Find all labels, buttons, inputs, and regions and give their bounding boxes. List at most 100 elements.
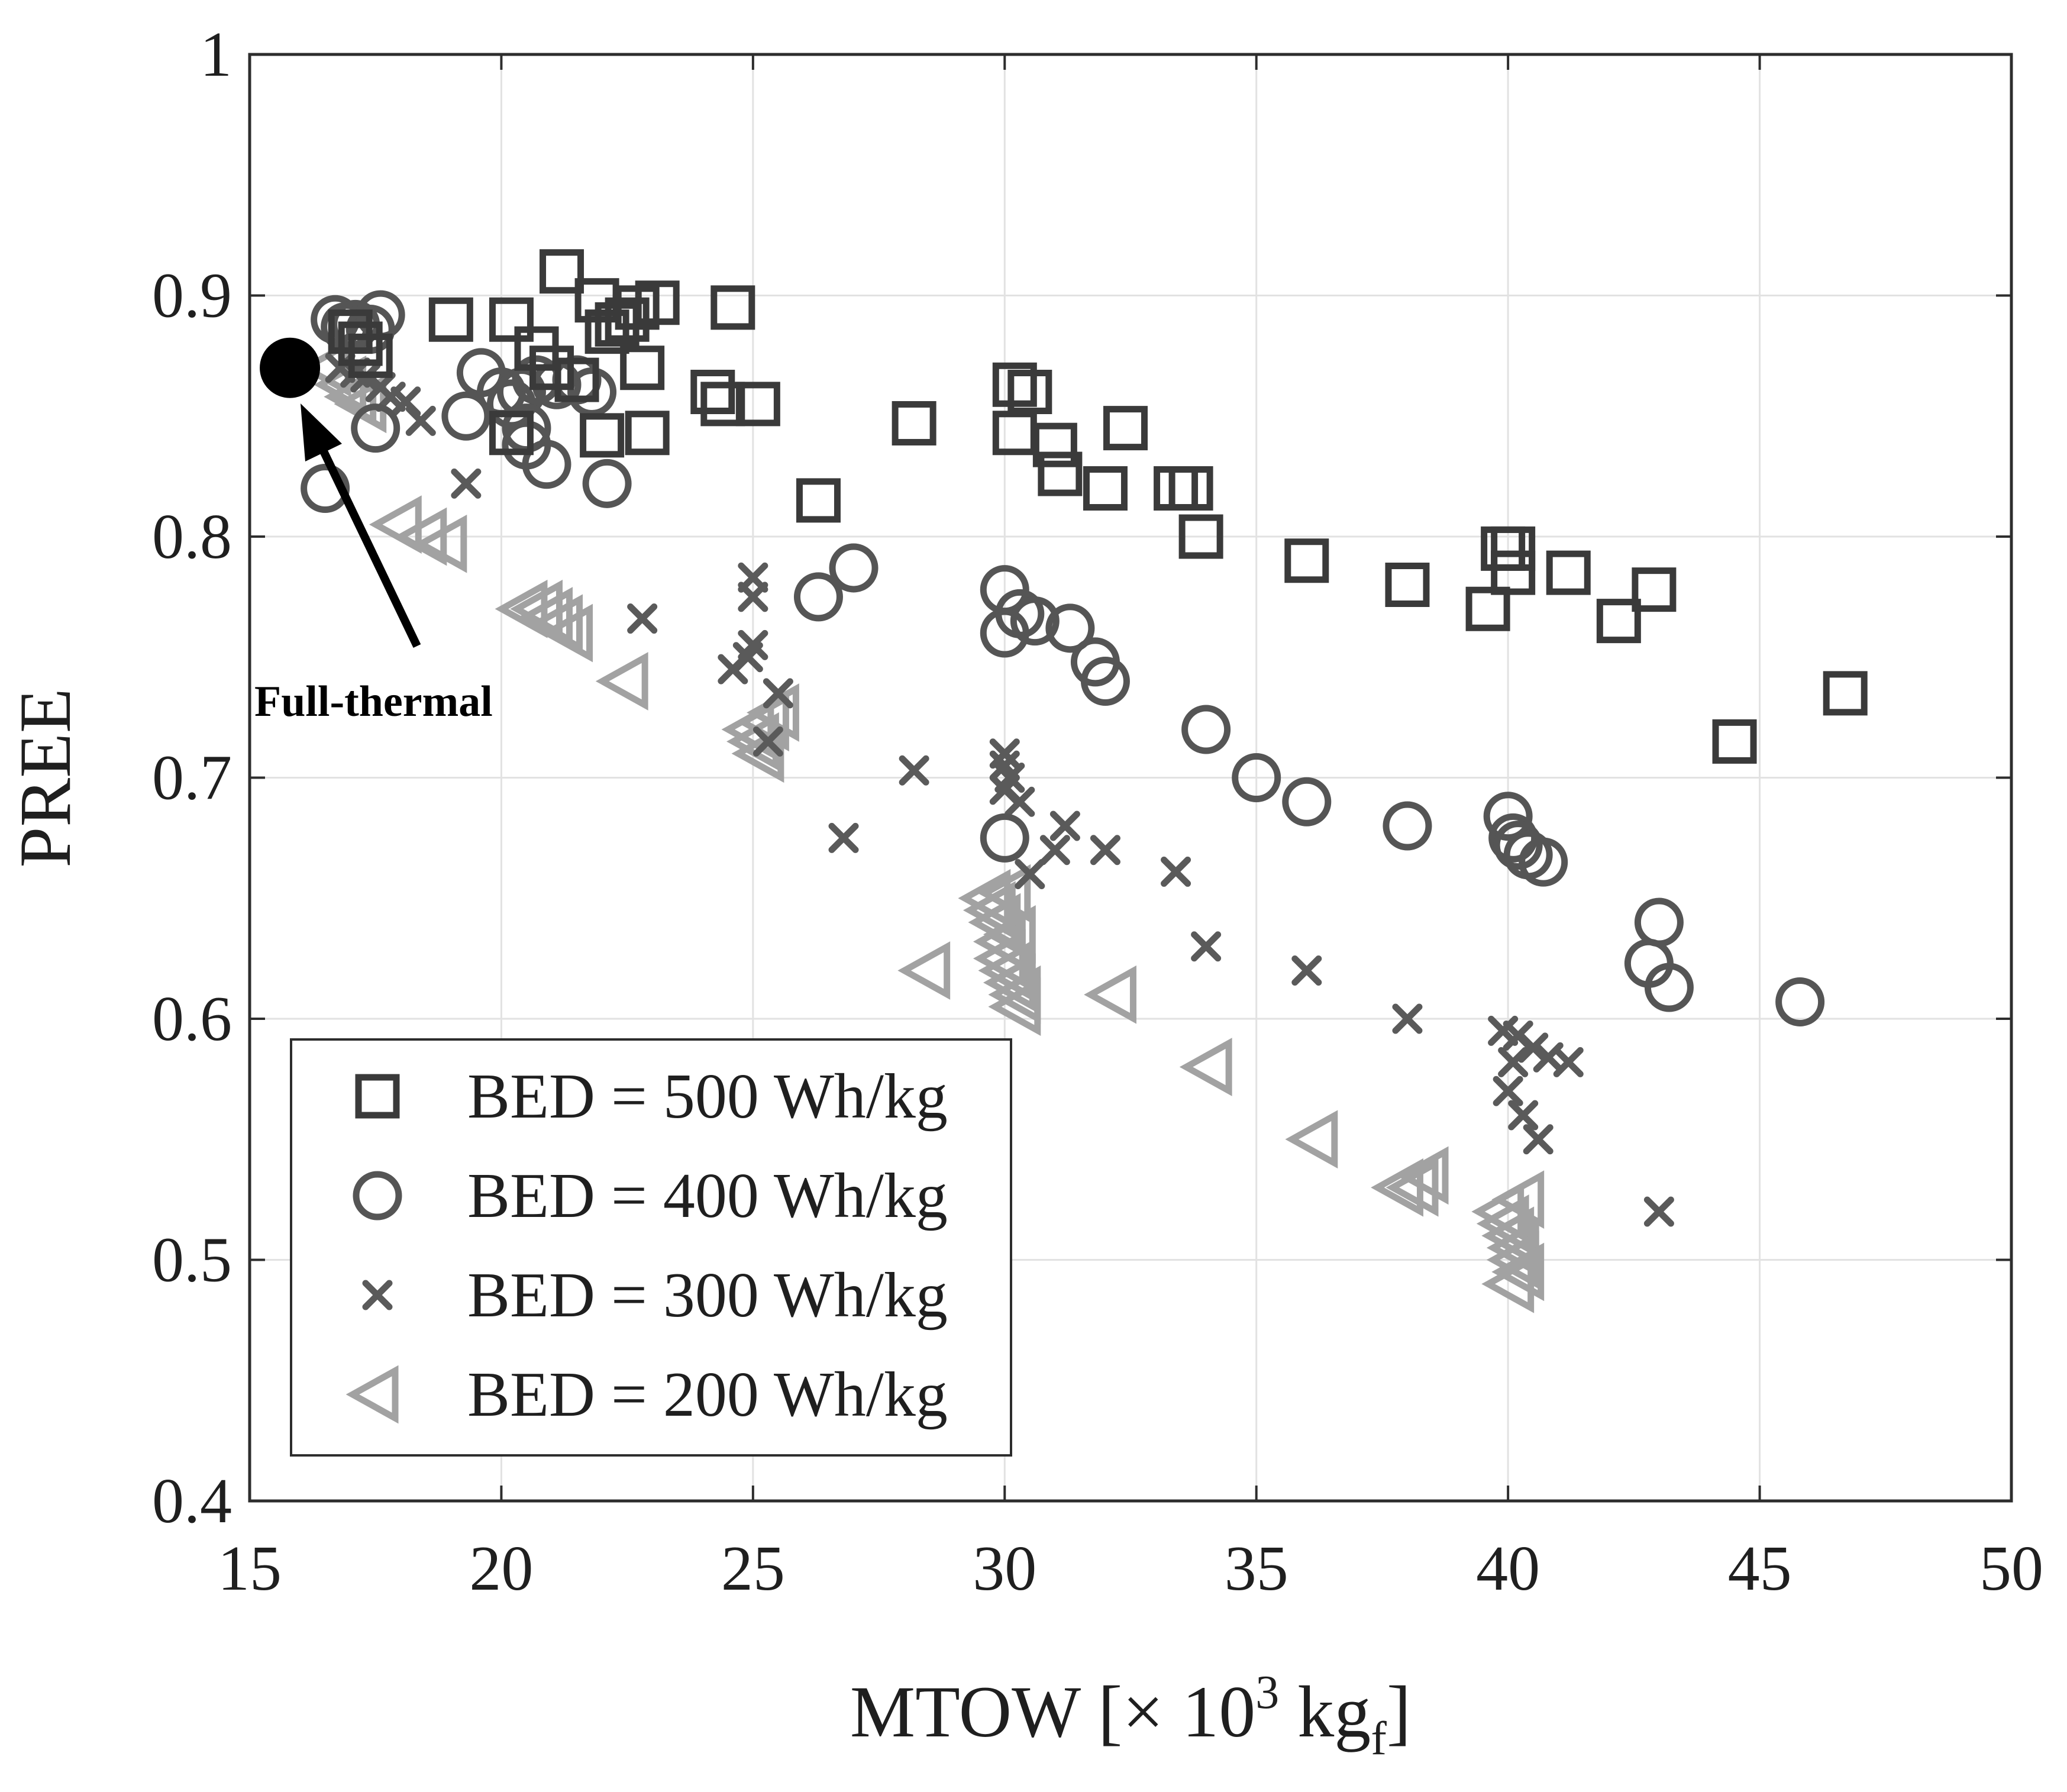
data-point-triangle-left [1491,1242,1545,1302]
data-point-x [1191,931,1222,962]
data-point-square [1178,514,1223,559]
data-point-triangle-left [1084,965,1136,1024]
data-point-triangle-left [595,652,648,711]
data-point-triangle-left [1476,1194,1529,1253]
data-point-square [1596,599,1641,644]
data-point-square [1823,671,1868,716]
series-square [328,249,1868,764]
data-point-triangle-left [530,594,583,653]
data-point-triangle-left [978,941,1031,1000]
data-point-square [1491,550,1536,595]
y-tick-label: 1 [200,20,232,90]
data-point-square [540,249,584,294]
data-point-square [1465,586,1510,631]
data-point-square [1038,451,1083,496]
data-point-square [690,370,735,414]
data-point-square [892,401,936,445]
data-point-circle [1383,801,1432,851]
data-point-x [1015,859,1045,889]
legend-label: BED = 200 Wh/kg [467,1360,948,1430]
data-point-x [1498,1047,1529,1077]
data-point-triangle-left [988,977,1041,1036]
legend-label: BED = 400 Wh/kg [467,1161,948,1231]
data-point-circle [1232,753,1281,802]
data-point-square [1083,466,1128,511]
data-point-circle [1775,977,1825,1026]
data-point-square [489,411,534,456]
data-point-x [451,468,482,499]
data-point-circle [1181,705,1231,754]
data-point-triangle-left [897,941,951,1000]
data-point-triangle-left [978,864,1031,923]
legend-label: BED = 300 Wh/kg [467,1260,948,1331]
data-point-square [1103,406,1148,451]
y-tick-label: 0.9 [152,261,232,331]
data-point-x [763,678,793,709]
data-point-x [1005,786,1035,817]
data-point-square [1632,567,1677,612]
data-point-circle [793,572,843,622]
data-point-square [625,411,670,456]
data-point-circle [1282,777,1332,826]
legend-marker-square [355,1074,400,1119]
data-point-x [1643,1196,1674,1227]
data-point-x [738,562,768,593]
annotation-arrowhead [301,403,342,461]
data-point-filled-circle [260,337,321,398]
series-x [325,353,1674,1227]
data-point-circle [502,420,551,470]
data-point-square [1712,719,1757,764]
x-tick-label: 25 [721,1533,785,1604]
data-point-x [1049,811,1080,841]
data-point-triangle-left [983,905,1036,964]
data-point-x [1553,1047,1584,1077]
data-point-circle [582,459,632,508]
y-tick-label: 0.8 [152,502,232,572]
x-axis-label: MTOW [× 103 kgf] [850,1667,1411,1765]
data-point-square [1491,526,1536,571]
x-tick-label: 45 [1728,1533,1792,1604]
data-point-square [580,413,625,458]
data-point-triangle-left [1491,1170,1545,1229]
data-point-x [1523,1124,1554,1155]
data-point-triangle-left [394,507,447,566]
data-point-circle [1010,596,1060,646]
x-tick-label: 35 [1225,1533,1288,1604]
data-point-x [752,726,783,757]
full-thermal-annotation: Full-thermal [254,403,493,726]
x-tick-label: 30 [973,1533,1036,1604]
data-point-square [489,297,534,342]
y-axis-label: PREE [5,688,86,867]
data-point-square [428,297,473,342]
legend-marker-circle [353,1171,402,1221]
data-point-circle [980,813,1029,863]
data-point-triangle-left [973,929,1026,988]
data-point-triangle-left [1179,1038,1232,1096]
legend-marker-x [362,1280,393,1310]
data-point-x [627,603,658,634]
x-tick-label: 50 [1979,1533,2043,1604]
data-point-circle [1483,792,1533,841]
data-point-x [899,755,929,786]
data-point-circle [1488,813,1538,863]
data-point-circle [1519,837,1568,887]
legend-box [290,1038,1012,1457]
annotation-arrow-shaft [314,438,421,648]
data-point-x [1392,1003,1423,1034]
data-point-square [992,362,1037,407]
y-tick-label: 0.4 [152,1466,232,1536]
data-point-square [1284,538,1329,583]
data-point-circle [829,543,879,593]
data-point-square [710,285,755,330]
data-point-triangle-left [1385,1158,1439,1217]
data-point-square [1032,422,1077,467]
data-point-x [1493,1076,1523,1106]
data-point-circle [441,391,491,441]
data-point-square [735,382,780,427]
data-point-x [1508,1100,1539,1131]
data-point-x [1039,835,1070,866]
data-point-square [1546,550,1591,595]
y-tick-label: 0.5 [152,1225,232,1296]
